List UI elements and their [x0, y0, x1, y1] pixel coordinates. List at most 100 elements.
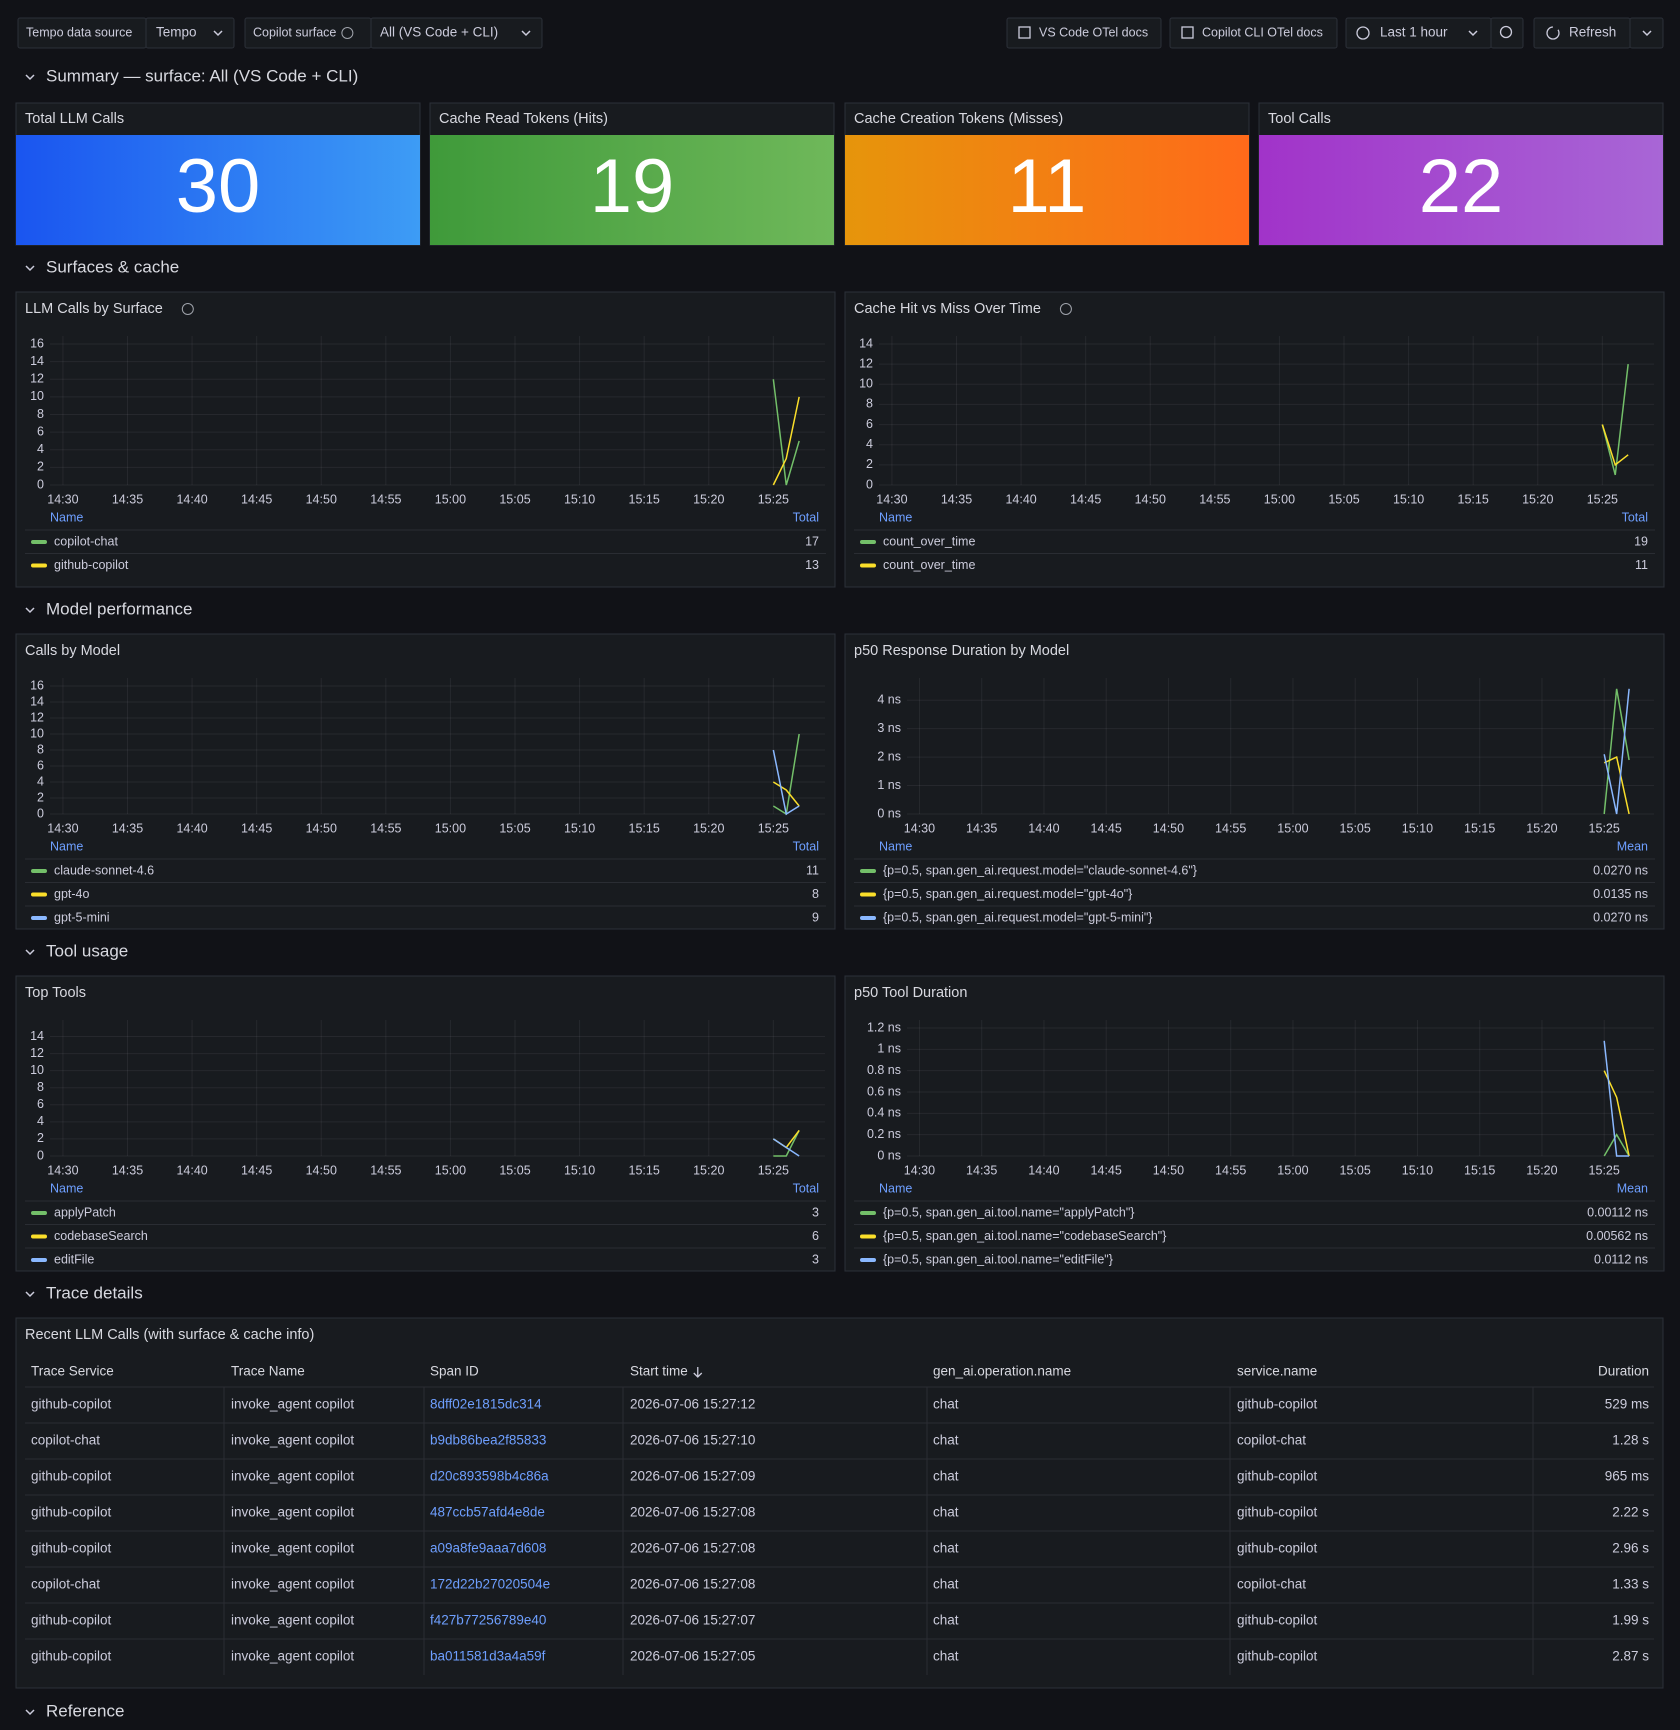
table-cell[interactable]: b9db86bea2f85833: [430, 1433, 546, 1448]
column-header[interactable]: Span ID: [430, 1364, 479, 1379]
x-tick-label: 14:35: [966, 1163, 997, 1177]
legend-name[interactable]: gpt-4o: [54, 887, 89, 901]
table-cell[interactable]: 487ccb57afd4e8de: [430, 1505, 545, 1520]
y-tick-label: 4: [37, 774, 44, 788]
chevron: [25, 607, 35, 614]
table-cell: chat: [933, 1649, 959, 1664]
y-tick-label: 16: [30, 678, 44, 692]
x-tick-label: 14:40: [176, 821, 207, 835]
table-cell[interactable]: d20c893598b4c86a: [430, 1469, 549, 1484]
table-cell: invoke_agent copilot: [231, 1577, 354, 1592]
legend-name[interactable]: github-copilot: [54, 558, 129, 572]
x-tick-label: 15:10: [1393, 492, 1424, 506]
zoom-out[interactable]: [1490, 17, 1524, 49]
table-cell: 2.96 s: [1612, 1541, 1649, 1556]
y-tick-label: 2: [37, 460, 44, 474]
legend-name[interactable]: editFile: [54, 1252, 94, 1266]
table-cell: 965 ms: [1605, 1469, 1650, 1484]
y-tick-label: 6: [37, 424, 44, 438]
legend-name[interactable]: count_over_time: [883, 558, 975, 572]
column-header[interactable]: service.name: [1237, 1364, 1317, 1379]
x-tick-label: 15:15: [1464, 821, 1495, 835]
x-tick-label: 14:50: [306, 1163, 337, 1177]
refresh-icon: [1546, 26, 1560, 40]
panel-content: Calls by Model 0 2 4 6 8 10 12 14 16 14:30 14:35 14:…: [25, 643, 826, 924]
table-cell: invoke_agent copilot: [231, 1433, 354, 1448]
panel: [15, 633, 836, 930]
y-tick-label: 14: [859, 336, 873, 350]
panel: [844, 633, 1665, 930]
x-tick-label: 14:45: [1091, 1163, 1122, 1177]
legend-name[interactable]: count_over_time: [883, 534, 975, 548]
section-title: Surfaces & cache: [46, 257, 179, 276]
x-tick-label: 14:45: [1091, 821, 1122, 835]
legend-name[interactable]: gpt-5-mini: [54, 910, 110, 924]
datasource-select[interactable]: [145, 17, 235, 49]
doc-link[interactable]: [1169, 17, 1338, 49]
x-tick-label: 15:10: [564, 821, 595, 835]
legend-name[interactable]: {p=0.5, span.gen_ai.tool.name="editFile"…: [883, 1252, 1113, 1266]
y-tick-label: 6: [37, 758, 44, 772]
legend-name[interactable]: codebaseSearch: [54, 1229, 148, 1243]
x-tick-label: 14:55: [370, 492, 401, 506]
table-cell[interactable]: ba011581d3a4a59f: [430, 1649, 546, 1664]
table-cell: 1.33 s: [1612, 1577, 1649, 1592]
legend-value: 3: [812, 1205, 819, 1219]
legend-name[interactable]: {p=0.5, span.gen_ai.request.model="gpt-4…: [883, 887, 1132, 901]
table-cell: chat: [933, 1541, 959, 1556]
y-tick-label: 10: [30, 389, 44, 403]
surface-select[interactable]: [370, 17, 543, 49]
column-header[interactable]: Duration: [1598, 1364, 1649, 1379]
datasource-label: Tempo data source: [26, 25, 132, 39]
chevron: [213, 30, 223, 37]
y-tick-label: 1.2 ns: [867, 1020, 901, 1034]
sort-arrow: [693, 1367, 703, 1378]
y-tick-label: 1 ns: [877, 778, 901, 792]
legend-header-stat: Total: [793, 1181, 819, 1195]
zoom-icon: [1499, 25, 1513, 39]
stat-value: 19: [590, 144, 675, 229]
chevron: [25, 74, 35, 81]
column-header[interactable]: gen_ai.operation.name: [933, 1364, 1071, 1379]
legend-name[interactable]: copilot-chat: [54, 534, 118, 548]
table-cell: copilot-chat: [1237, 1577, 1306, 1592]
legend-name[interactable]: claude-sonnet-4.6: [54, 863, 154, 877]
table-cell[interactable]: f427b77256789e40: [430, 1613, 546, 1628]
legend-name[interactable]: applyPatch: [54, 1205, 116, 1219]
column-header[interactable]: Trace Service: [31, 1364, 114, 1379]
series-line: [772, 396, 800, 486]
panel-title: Calls by Model: [25, 643, 120, 659]
x-tick-label: 15:15: [1464, 1163, 1495, 1177]
doc-link[interactable]: [1006, 17, 1162, 49]
legend-value: 0.0135 ns: [1593, 887, 1648, 901]
legend-value: 8: [812, 887, 819, 901]
series-line: [772, 379, 800, 486]
table-title: Recent LLM Calls (with surface & cache i…: [25, 1327, 314, 1343]
table-cell[interactable]: a09a8fe9aaa7d608: [430, 1541, 546, 1556]
panel: [15, 291, 836, 588]
table-cell: 2026-07-06 15:27:08: [630, 1577, 755, 1592]
x-tick-label: 15:00: [435, 1163, 466, 1177]
legend-name[interactable]: {p=0.5, span.gen_ai.request.model="claud…: [883, 863, 1197, 877]
legend-name[interactable]: {p=0.5, span.gen_ai.tool.name="codebaseS…: [883, 1229, 1166, 1243]
chevron: [1642, 30, 1652, 37]
panel: [844, 291, 1665, 588]
table-cell: 2026-07-06 15:27:08: [630, 1505, 755, 1520]
table-cell: 1.99 s: [1612, 1613, 1649, 1628]
refresh-menu[interactable]: [1629, 17, 1664, 49]
chevron: [25, 1709, 35, 1716]
y-tick-label: 6: [866, 417, 873, 431]
panel-title: p50 Tool Duration: [854, 985, 967, 1001]
x-tick-label: 14:30: [47, 1163, 78, 1177]
table-cell[interactable]: 8dff02e1815dc314: [430, 1397, 542, 1412]
x-tick-label: 14:55: [370, 1163, 401, 1177]
table-cell[interactable]: 172d22b27020504e: [430, 1577, 550, 1592]
x-tick-label: 14:40: [1028, 821, 1059, 835]
x-tick-label: 15:20: [693, 821, 724, 835]
column-header[interactable]: Trace Name: [231, 1364, 305, 1379]
legend-name[interactable]: {p=0.5, span.gen_ai.tool.name="applyPatc…: [883, 1205, 1134, 1219]
legend-name[interactable]: {p=0.5, span.gen_ai.request.model="gpt-5…: [883, 910, 1152, 924]
doc-link-label: Copilot CLI OTel docs: [1202, 25, 1323, 39]
y-tick-label: 6: [37, 1097, 44, 1111]
column-header[interactable]: Start time: [630, 1364, 688, 1379]
